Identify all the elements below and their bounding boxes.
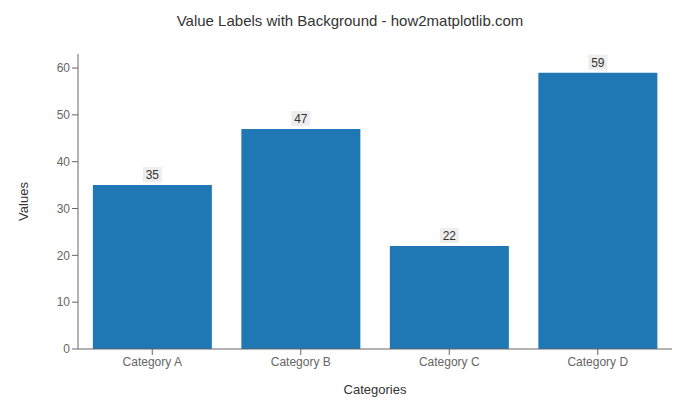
svg-text:Category A: Category A (123, 355, 182, 369)
svg-text:50: 50 (57, 108, 71, 122)
svg-text:Categories: Categories (344, 382, 407, 397)
svg-text:0: 0 (63, 342, 70, 356)
svg-text:59: 59 (591, 56, 605, 70)
svg-text:Category B: Category B (271, 355, 331, 369)
svg-text:40: 40 (57, 155, 71, 169)
svg-text:20: 20 (57, 249, 71, 263)
svg-text:47: 47 (294, 112, 308, 126)
svg-text:30: 30 (57, 202, 71, 216)
html-text:Value Labels with Background -: Value Labels with Background - how2matpl… (176, 12, 524, 29)
svg-text:10: 10 (57, 295, 71, 309)
svg-text:60: 60 (57, 61, 71, 75)
svg-text:35: 35 (146, 168, 160, 182)
svg-text:Category C: Category C (419, 355, 480, 369)
svg-text:22: 22 (443, 229, 457, 243)
svg-text:Values: Values (16, 182, 31, 221)
svg-text:Category D: Category D (567, 355, 628, 369)
